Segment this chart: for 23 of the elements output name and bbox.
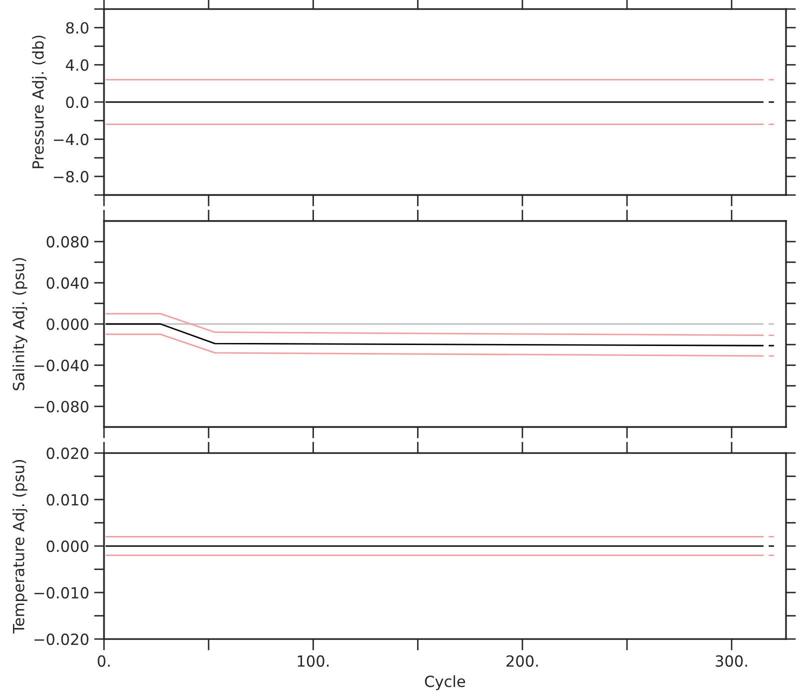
y-tick-label: −0.080	[34, 400, 88, 412]
y-tick-label: −0.040	[34, 360, 88, 372]
y-tick-label: 0.000	[46, 540, 88, 552]
y-axis-title: Temperature Adj. (psu)	[12, 460, 28, 634]
y-tick-label: 4.0	[66, 59, 88, 71]
y-tick-label: 0.020	[46, 448, 88, 460]
y-axis-title: Salinity Adj. (psu)	[12, 258, 28, 390]
y-tick-label: −8.0	[54, 170, 88, 182]
x-tick-label: 0.	[98, 655, 110, 667]
y-tick-label: 0.000	[46, 318, 88, 330]
y-tick-label: 0.080	[46, 236, 88, 248]
y-axis-title: Pressure Adj. (db)	[32, 36, 47, 168]
y-tick-label: −0.020	[34, 633, 88, 646]
x-tick-label: 200.	[506, 655, 538, 667]
x-tick-label: 100.	[298, 655, 329, 667]
x-tick-label: 300.	[716, 655, 747, 667]
y-tick-label: 0.040	[46, 277, 88, 289]
y-tick-label: 0.0	[66, 96, 88, 108]
y-tick-label: 8.0	[66, 22, 88, 34]
y-tick-label: −4.0	[54, 134, 88, 146]
y-tick-label: 0.010	[46, 494, 88, 506]
x-axis-title: Cycle	[424, 675, 466, 690]
y-tick-label: −0.010	[34, 587, 88, 599]
